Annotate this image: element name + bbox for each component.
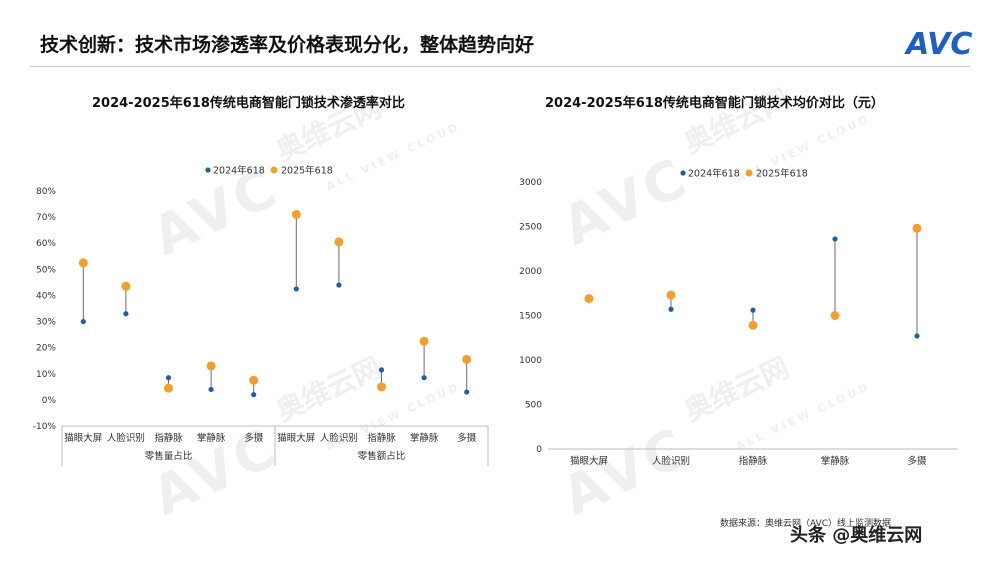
x-tick-label: 猫眼大屏: [277, 432, 315, 444]
page-title: 技术创新：技术市场渗透率及价格表现分化，整体趋势向好: [40, 34, 535, 56]
x-tick-label: 人脸识别: [320, 432, 358, 444]
y-tick-label: 2500: [519, 223, 542, 233]
y-tick-label: 0: [536, 445, 542, 455]
point-2025: [164, 383, 173, 393]
avc-logo: AVC: [904, 27, 972, 60]
point-2025: [912, 223, 922, 233]
point-2024: [336, 282, 342, 288]
y-tick-label: 2000: [519, 267, 542, 277]
y-tick-label: 60%: [36, 239, 56, 249]
x-tick-label: 多摄: [907, 455, 927, 467]
y-tick-label: 40%: [36, 291, 56, 301]
point-2024: [251, 392, 257, 398]
x-tick-label: 掌静脉: [410, 432, 439, 444]
point-2024: [421, 375, 427, 381]
y-tick-label: -10%: [33, 422, 57, 432]
point-2025: [419, 336, 429, 346]
point-2024: [378, 367, 385, 373]
data-source-note: 数据来源：奥维云网（AVC）线上监测数据: [720, 519, 892, 529]
point-2025: [666, 290, 676, 300]
point-2024: [464, 389, 470, 395]
point-2025: [249, 375, 259, 385]
x-tick-label: 指静脉: [367, 432, 396, 444]
x-tick-label: 人脸识别: [652, 455, 690, 467]
y-tick-label: 30%: [36, 318, 56, 328]
point-2024: [750, 307, 756, 313]
x-tick-label: 指静脉: [739, 455, 768, 467]
header-divider: [30, 66, 970, 67]
legend-marker-2024: [205, 167, 211, 173]
point-2025: [206, 361, 216, 371]
x-tick-label: 掌静脉: [821, 455, 850, 467]
point-2025: [377, 382, 386, 392]
x-tick-label: 指静脉: [154, 432, 183, 444]
chart-title-penetration: 2024-2025年618传统电商智能门锁技术渗透率对比: [92, 96, 405, 111]
point-2025: [291, 210, 301, 219]
y-tick-label: 70%: [36, 213, 56, 223]
x-tick-label: 多摄: [457, 432, 477, 444]
publisher-badge: 头条 @奥维云网: [790, 525, 923, 546]
point-2024: [832, 236, 838, 242]
legend-label-2024: 2024年618: [213, 165, 265, 177]
point-2024: [80, 318, 86, 325]
point-2024: [208, 386, 214, 393]
y-tick-label: 500: [525, 401, 542, 411]
y-tick-label: 50%: [36, 265, 56, 275]
point-2025: [78, 258, 88, 268]
chart-title-price: 2024-2025年618传统电商智能门锁技术均价对比（元）: [545, 96, 884, 111]
y-tick-label: 3000: [519, 178, 542, 188]
y-tick-label: 80%: [36, 187, 56, 197]
point-2024: [123, 311, 129, 317]
y-tick-label: 10%: [36, 370, 56, 380]
avc-logo-text: AVC: [904, 27, 972, 60]
x-tick-label: 多摄: [244, 432, 264, 444]
y-tick-label: 1000: [519, 356, 542, 366]
legend-label-2025: 2025年618: [756, 168, 808, 180]
x-group-label: 零售额占比: [358, 450, 406, 462]
legend-marker-2024: [680, 170, 686, 176]
point-2024: [914, 333, 920, 339]
legend-label-2025: 2025年618: [281, 165, 333, 177]
x-tick-label: 猫眼大屏: [64, 432, 102, 444]
point-2024: [293, 286, 299, 292]
x-tick-label: 人脸识别: [107, 432, 145, 444]
point-2025: [584, 294, 594, 304]
x-tick-label: 猫眼大屏: [570, 455, 608, 467]
point-2025: [121, 281, 131, 291]
y-tick-label: 1500: [519, 312, 542, 322]
point-2024: [668, 306, 674, 312]
legend-marker-2025: [270, 166, 278, 174]
x-tick-label: 掌静脉: [197, 432, 226, 444]
point-2024: [165, 375, 172, 381]
point-2025: [462, 354, 472, 364]
y-tick-label: 0%: [42, 396, 57, 406]
point-2025: [334, 237, 344, 247]
legend-marker-2025: [745, 169, 753, 177]
y-tick-label: 20%: [36, 344, 56, 354]
point-2025: [830, 311, 840, 320]
x-group-label: 零售量占比: [145, 450, 193, 462]
legend-label-2024: 2024年618: [688, 168, 740, 180]
point-2025: [748, 320, 758, 330]
